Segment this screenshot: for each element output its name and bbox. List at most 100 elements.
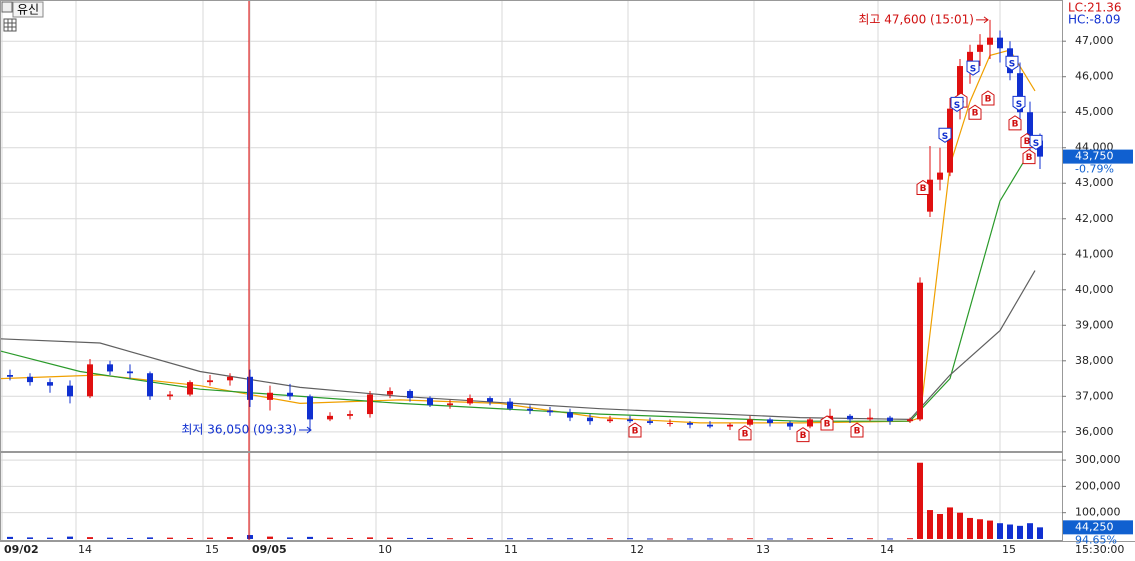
annotation: 최고 47,600 (15:01): [858, 12, 974, 26]
x-tick-label: 09/02: [4, 543, 39, 556]
y-tick-label: 42,000: [1075, 212, 1114, 225]
symbol-box[interactable]: [12, 1, 44, 18]
candle-body: [747, 419, 753, 425]
candle-body: [207, 380, 213, 383]
signal-marker: [966, 60, 980, 76]
volume-bar: [527, 538, 533, 540]
candle-body: [167, 394, 173, 397]
volume-bar: [997, 523, 1003, 539]
signal-label: S: [1016, 100, 1022, 110]
annotation-arrow: [976, 16, 989, 24]
signal-marker: [820, 415, 834, 431]
candle-body: [327, 415, 333, 420]
candle-body: [367, 394, 373, 415]
candle-body: [567, 412, 573, 418]
volume-bar: [827, 537, 833, 539]
candle-body: [967, 51, 973, 67]
volume-bar: [1037, 527, 1043, 539]
candle-body: [727, 424, 733, 427]
x-tick-label: 14: [880, 543, 894, 556]
candle-body: [507, 401, 513, 409]
lc-label: LC:21.36: [1068, 1, 1121, 15]
last-price: 43,750: [1075, 150, 1114, 163]
moving-average: [0, 270, 1036, 421]
volume-bar: [787, 538, 793, 540]
signal-marker: [1012, 95, 1026, 111]
x-tick-label: 13: [756, 543, 770, 556]
signal-marker: [850, 422, 864, 438]
y-tick-label: 36,000: [1075, 425, 1114, 438]
y-tick-label: 100,000: [1075, 506, 1121, 519]
volume-bar: [747, 538, 753, 540]
volume-bar: [247, 535, 253, 539]
volume-bar: [907, 538, 913, 540]
volume-bar: [627, 538, 633, 540]
signal-marker: [1029, 134, 1043, 151]
volume-bar: [867, 538, 873, 540]
candle-body: [247, 376, 253, 400]
y-tick-label: 45,000: [1075, 105, 1114, 118]
y-tick-label: 200,000: [1075, 479, 1121, 492]
candle-body: [527, 408, 533, 411]
change-label: -0.79%: [1075, 163, 1114, 176]
volume-bar: [1027, 523, 1033, 539]
candle-body: [47, 382, 53, 386]
volume-bar: [977, 519, 983, 539]
y-tick-label: 37,000: [1075, 389, 1114, 402]
volume-bar: [147, 537, 153, 539]
candle-body: [1037, 140, 1043, 157]
table-icon-lines: [4, 19, 16, 31]
table-icon[interactable]: [3, 18, 17, 32]
candle-body: [977, 44, 983, 52]
x-tick-label: 09/05: [252, 543, 287, 556]
candle-body: [667, 422, 673, 424]
candle-body: [887, 417, 893, 422]
candle-body: [87, 364, 93, 397]
candle-body: [267, 392, 273, 400]
candle-body: [847, 415, 853, 420]
x-tick-label: 11: [504, 543, 518, 556]
candle-body: [387, 390, 393, 395]
signal-label: B: [632, 427, 639, 437]
y-tick-label: 43,000: [1075, 176, 1114, 189]
volume-bar: [407, 537, 413, 539]
signal-label: B: [742, 429, 749, 439]
volume-bar: [327, 537, 333, 539]
candle-body: [287, 392, 293, 397]
plot-layer: BBBBBBBBBBBBSSSSSS최고 47,600 (15:01)최저 36…: [0, 12, 1043, 540]
signal-label: B: [854, 427, 861, 437]
candle-body: [937, 172, 943, 180]
signal-label: B: [824, 419, 831, 429]
ratio-label: 94.65%: [1075, 533, 1117, 546]
y-tick-label: 47,000: [1075, 34, 1114, 47]
signal-marker: [628, 422, 642, 438]
signal-label: S: [970, 65, 976, 75]
volume-bar: [567, 538, 573, 540]
menu-icon[interactable]: [1, 1, 13, 13]
signal-label: B: [972, 109, 979, 119]
candle-body: [627, 419, 633, 422]
volume-bar: [47, 537, 53, 539]
volume-bar: [767, 538, 773, 540]
hc-label: HC:-8.09: [1068, 13, 1121, 27]
volume-bar: [447, 538, 453, 540]
candle-body: [407, 390, 413, 399]
candle-body: [927, 179, 933, 212]
volume-bar: [807, 538, 813, 540]
y-tick-label: 40,000: [1075, 283, 1114, 296]
signal-marker: [1005, 55, 1019, 71]
candle-body: [67, 385, 73, 397]
volume-bar: [847, 538, 853, 540]
volume-bar: [957, 512, 963, 539]
symbol: 유신: [17, 3, 39, 17]
volume-bar: [1017, 525, 1023, 539]
volume-bar: [467, 537, 473, 539]
volume-bar: [667, 538, 673, 540]
volume-bar: [107, 537, 113, 539]
signal-marker: [968, 104, 982, 120]
candle-body: [127, 371, 133, 374]
volume-bar: [917, 462, 923, 539]
volume-bar: [27, 537, 33, 539]
volume-bar: [187, 537, 193, 539]
candle-body: [987, 37, 993, 45]
